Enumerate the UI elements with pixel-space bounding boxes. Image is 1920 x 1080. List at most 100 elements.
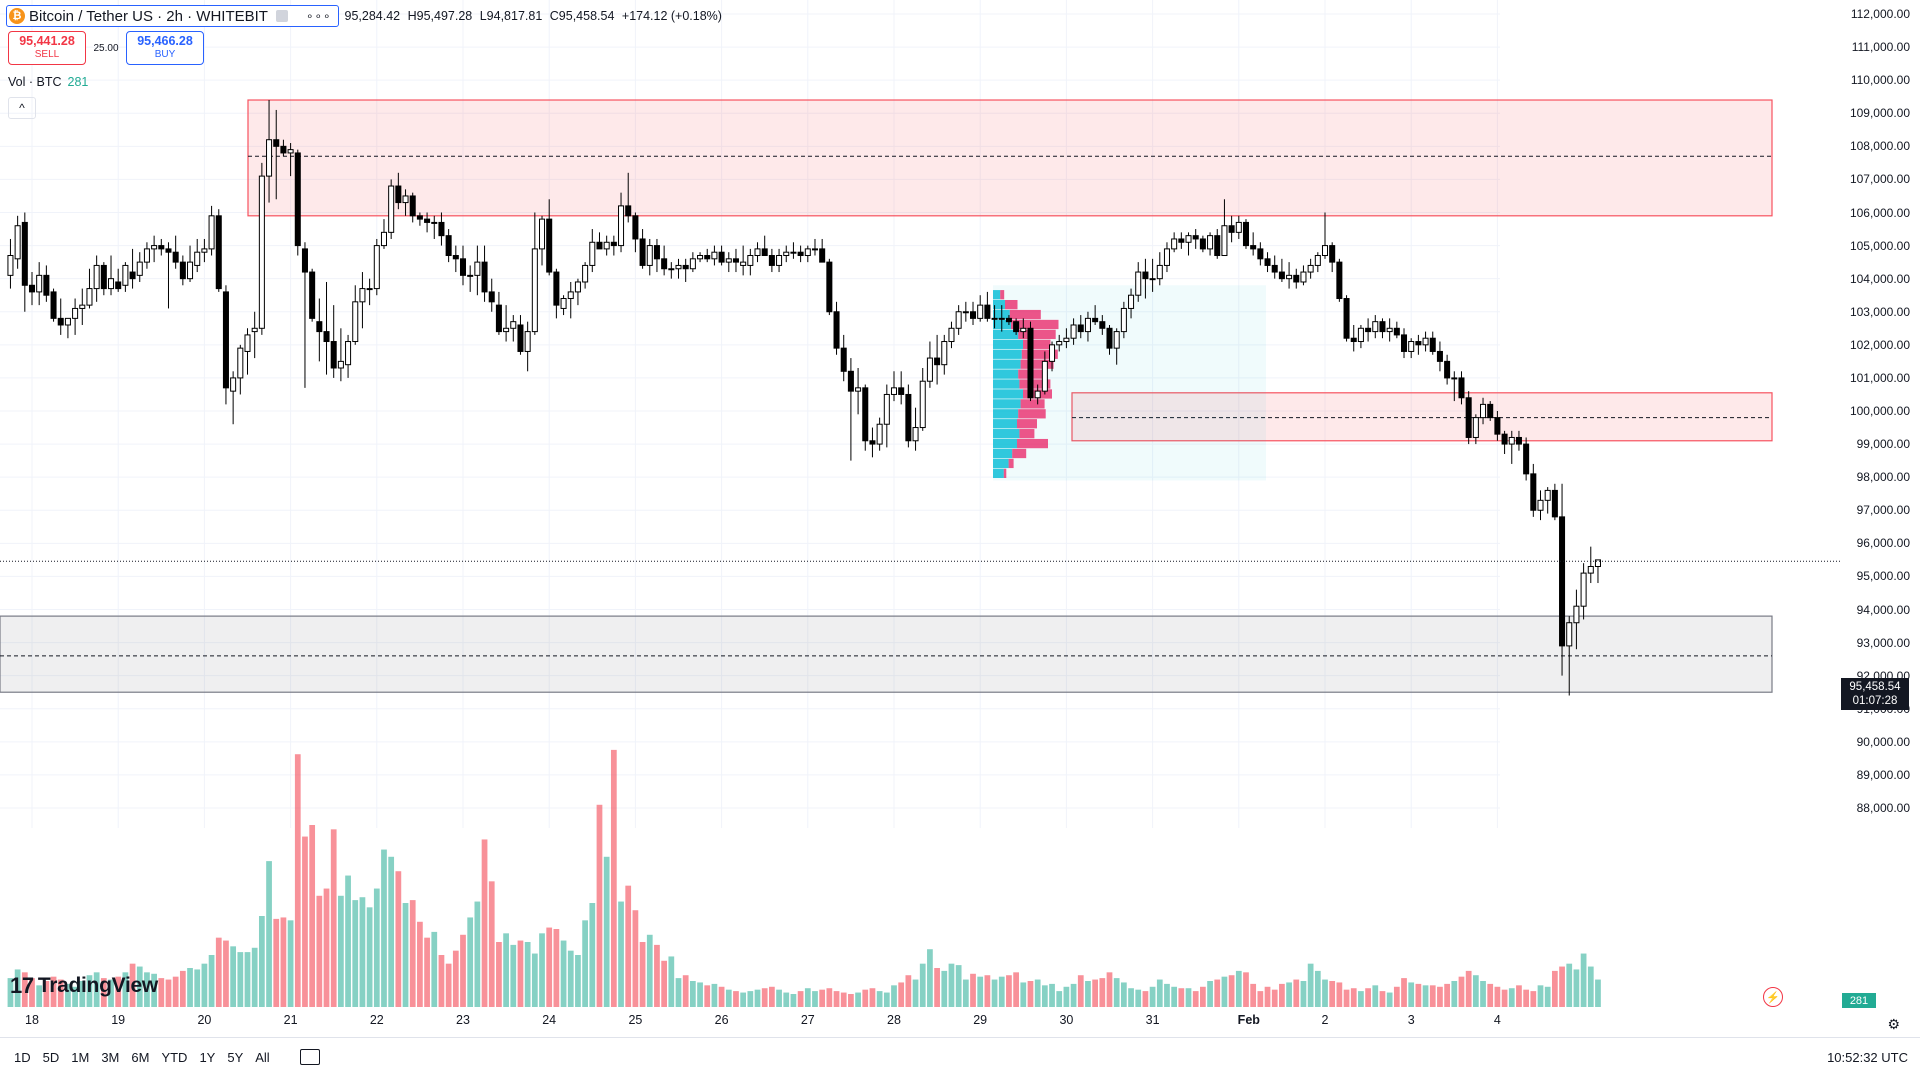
candle-body	[869, 440, 876, 445]
volume-bar	[919, 963, 926, 1007]
utc-clock[interactable]: 10:52:32 UTC	[1827, 1049, 1908, 1065]
volume-bar	[546, 927, 553, 1007]
candle-body	[740, 261, 747, 266]
more-icon[interactable]: ∘∘∘	[305, 9, 332, 23]
candle-body	[1501, 433, 1508, 445]
volume-bar	[316, 895, 323, 1007]
candle-body	[682, 264, 689, 270]
volume-bar	[524, 942, 531, 1007]
profile-row-pink	[1023, 339, 1051, 349]
volume-bar	[783, 992, 790, 1007]
candle-body	[50, 291, 57, 319]
profile-row-cyan	[993, 290, 1001, 300]
range-button-ytd[interactable]: YTD	[161, 1049, 188, 1065]
candle-body	[955, 311, 962, 329]
range-button-1d[interactable]: 1D	[14, 1049, 31, 1065]
symbol-title: Bitcoin / Tether US · 2h · WHITEBIT	[29, 7, 268, 25]
volume-bar	[912, 979, 919, 1007]
candle-body	[668, 268, 675, 271]
candle-body	[725, 258, 732, 263]
volume-bar	[503, 933, 509, 1007]
candle-body	[1422, 337, 1429, 346]
buy-label: BUY	[154, 49, 176, 60]
range-button-all[interactable]: All	[255, 1049, 270, 1065]
candle-body	[1451, 377, 1458, 380]
range-button-6m[interactable]: 6M	[131, 1049, 150, 1065]
time-tick-label: 24	[542, 1013, 557, 1027]
volume-bar	[1544, 986, 1551, 1007]
volume-bar	[704, 985, 711, 1007]
candle-body	[345, 341, 352, 366]
candle-body	[1372, 321, 1379, 333]
range-button-1m[interactable]: 1M	[71, 1049, 90, 1065]
volume-legend: Vol · BTC 281	[8, 75, 88, 89]
candle-body	[1106, 327, 1113, 349]
trade-panel: 95,441.28 SELL 25.00 95,466.28 BUY	[8, 31, 204, 65]
volume-bar	[575, 955, 581, 1007]
volume-bar	[1070, 983, 1077, 1007]
time-tick-label: 29	[973, 1013, 988, 1027]
zone-box	[247, 99, 1773, 217]
collapse-legend-button[interactable]: ^	[8, 97, 36, 119]
candle-body	[1444, 360, 1451, 379]
candle-body	[1056, 341, 1063, 346]
candle-body	[883, 393, 890, 425]
volume-bar	[711, 983, 718, 1007]
volume-bar	[467, 917, 474, 1007]
volume-bar	[309, 825, 316, 1007]
volume-bar	[1508, 988, 1515, 1007]
profile-row-cyan	[993, 438, 1017, 449]
volume-bar	[100, 978, 107, 1007]
ohlc-legend: 95,284.42 H95,497.28 L94,817.81 C95,458.…	[345, 9, 726, 23]
candle-body	[309, 271, 316, 319]
candle-body	[1293, 274, 1300, 283]
candle-body	[380, 231, 387, 247]
volume-bar	[1336, 982, 1343, 1007]
zone-box	[1071, 392, 1773, 442]
calendar-icon[interactable]	[299, 1049, 320, 1065]
candle-body	[179, 261, 186, 280]
candle-body	[1458, 377, 1465, 399]
volume-bar	[1041, 985, 1048, 1007]
time-tick-label: 2	[1321, 1013, 1329, 1027]
volume-bar	[970, 973, 976, 1007]
volume-bar	[1516, 985, 1522, 1007]
range-button-3m[interactable]: 3M	[101, 1049, 120, 1065]
gear-icon[interactable]: ⚙	[1887, 1016, 1900, 1032]
volume-bar	[417, 921, 423, 1007]
sell-button[interactable]: 95,441.28 SELL	[8, 31, 86, 65]
symbol-selector[interactable]: ₿ Bitcoin / Tether US · 2h · WHITEBIT ∘∘…	[6, 5, 339, 27]
candle-body	[890, 387, 898, 395]
volume-bar	[991, 979, 998, 1007]
volume-bar	[438, 955, 445, 1007]
volume-bar	[1106, 972, 1113, 1007]
candle-body	[1171, 238, 1178, 250]
candle-body	[194, 251, 201, 266]
candle-body	[1099, 321, 1106, 329]
last-price-tag: 95,458.54 01:07:28	[1841, 678, 1909, 710]
candle-body	[14, 225, 21, 260]
candle-body	[1436, 350, 1443, 362]
candle-body	[1401, 334, 1408, 352]
flag-icon[interactable]	[275, 10, 288, 22]
profile-row-pink	[1019, 429, 1035, 439]
ohlc-low: L94,817.81	[479, 9, 543, 23]
candle-body	[1185, 235, 1192, 243]
price-tick-label: 106,000.00	[1849, 205, 1910, 220]
volume-bar	[330, 829, 337, 1007]
price-tick-label: 94,000.00	[1856, 602, 1910, 617]
candle-body	[172, 251, 179, 263]
candle-body	[1207, 235, 1214, 250]
range-button-5d[interactable]: 5D	[42, 1049, 60, 1065]
volume-bar	[230, 946, 237, 1007]
volume-bar	[862, 989, 869, 1007]
candle-body	[79, 304, 86, 309]
tradingview-logo[interactable]: 17 TradingView	[10, 973, 158, 999]
profile-row-pink	[1009, 309, 1041, 320]
volume-bar	[1358, 991, 1364, 1007]
buy-button[interactable]: 95,466.28 BUY	[126, 31, 204, 65]
range-button-5y[interactable]: 5Y	[227, 1049, 244, 1065]
range-button-1y[interactable]: 1Y	[199, 1049, 216, 1065]
lightning-icon[interactable]: ⚡	[1763, 987, 1783, 1007]
